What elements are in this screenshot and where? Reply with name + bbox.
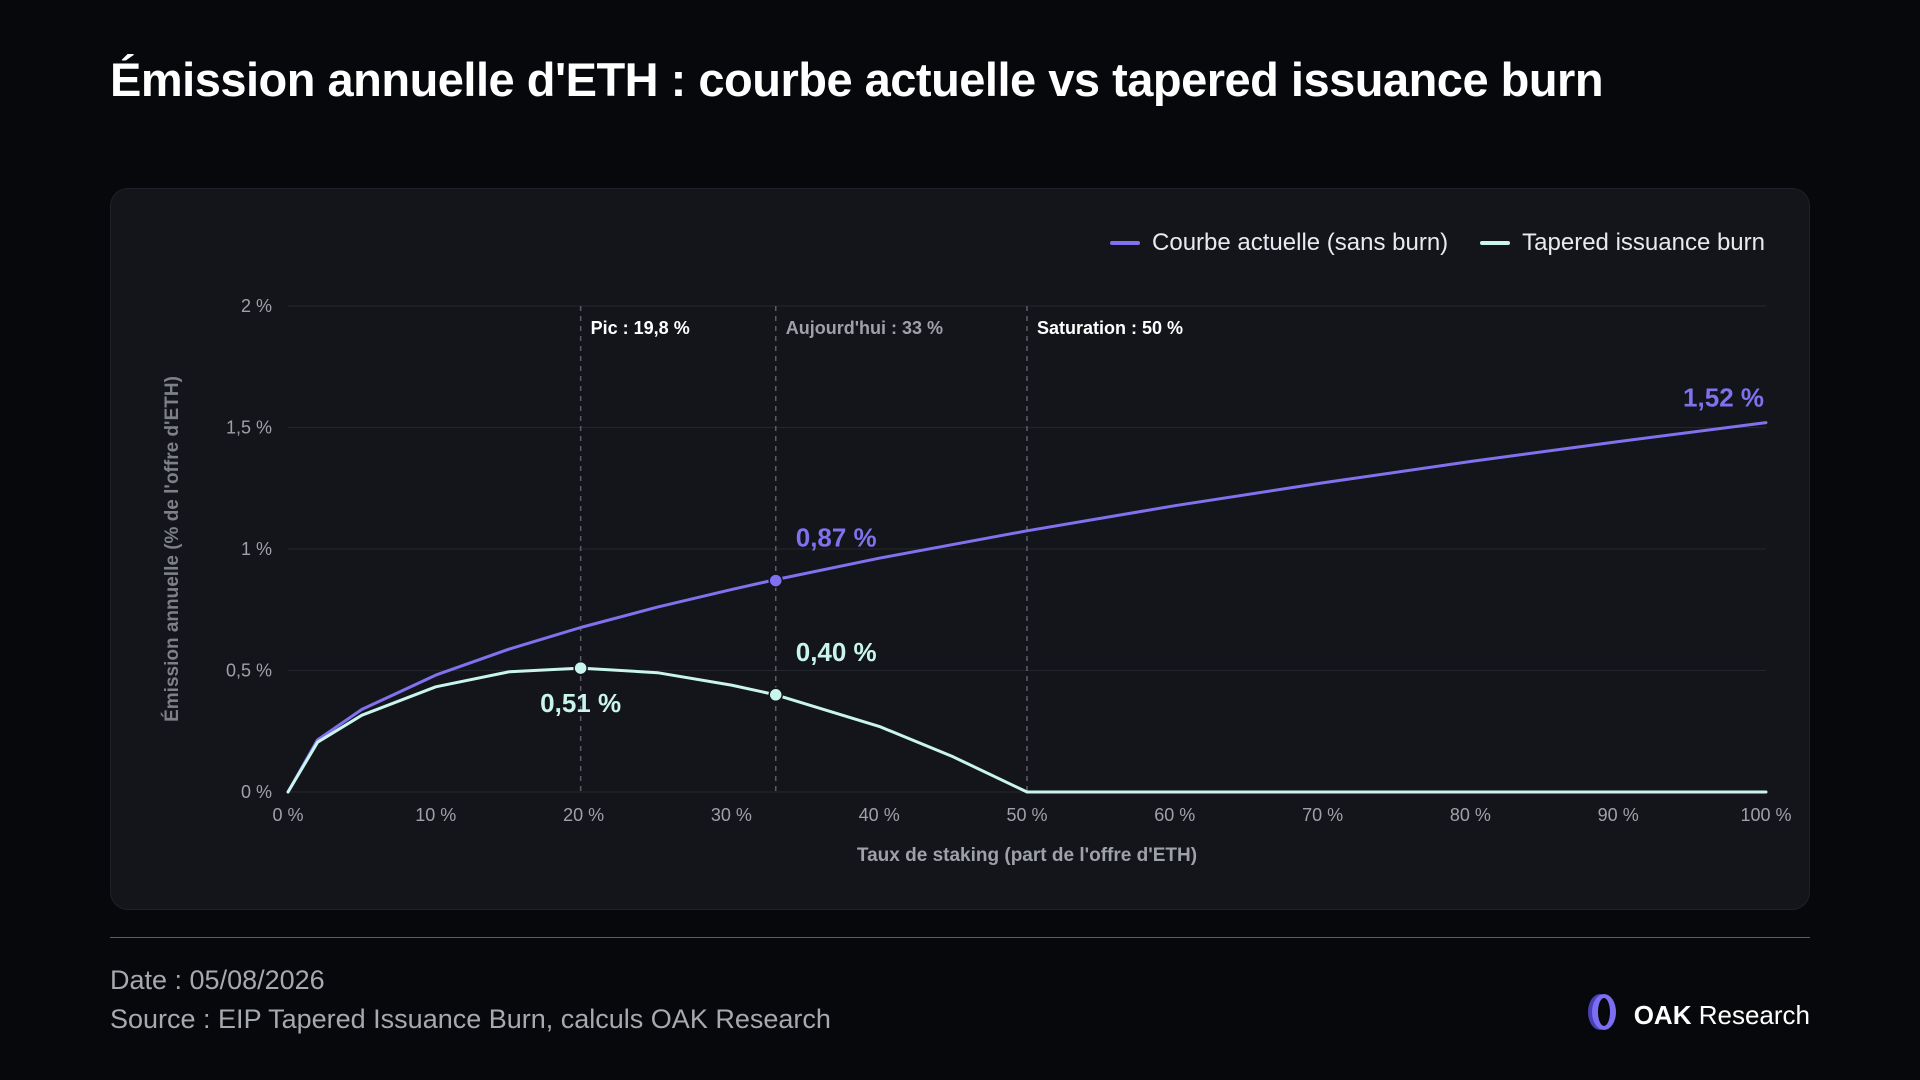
- x-tick-label: 0 %: [272, 805, 303, 825]
- x-tick-label: 20 %: [563, 805, 604, 825]
- x-tick-label: 100 %: [1740, 805, 1791, 825]
- chart-panel: Courbe actuelle (sans burn) Tapered issu…: [110, 188, 1810, 910]
- x-tick-label: 80 %: [1450, 805, 1491, 825]
- legend-swatch-current: [1110, 241, 1141, 245]
- data-point: [573, 660, 588, 676]
- chart-legend: Courbe actuelle (sans burn) Tapered issu…: [1110, 229, 1765, 257]
- chart-plot: 0 % 0,5 % 1 % 1,5 % 2 % 0 % 10 % 20 % 30 % 40 % 50…: [161, 296, 1792, 866]
- reference-label: Pic : 19,8 %: [591, 318, 690, 338]
- legend-item-current[interactable]: Courbe actuelle (sans burn): [1110, 229, 1448, 257]
- data-label: 0,87 %: [796, 523, 877, 553]
- data-point: [768, 573, 783, 588]
- x-tick-label: 70 %: [1302, 805, 1343, 825]
- x-tick-label: 40 %: [859, 805, 900, 825]
- legend-item-tapered[interactable]: Tapered issuance burn: [1480, 229, 1765, 257]
- y-axis-title: Émission annuelle (% de l'offre d'ETH): [161, 376, 183, 722]
- footer-date: Date : 05/08/2026: [110, 965, 325, 995]
- y-tick-label: 1,5 %: [226, 418, 272, 438]
- y-tick-label: 2 %: [241, 296, 272, 316]
- x-tick-label: 60 %: [1154, 805, 1195, 825]
- data-label: 1,52 %: [1683, 383, 1764, 413]
- y-tick-label: 1 %: [241, 539, 272, 559]
- legend-label-tapered: Tapered issuance burn: [1522, 229, 1765, 256]
- data-point: [768, 687, 783, 703]
- y-tick-label: 0,5 %: [226, 661, 272, 681]
- y-tick-label: 0 %: [241, 782, 272, 802]
- legend-swatch-tapered: [1480, 241, 1511, 245]
- series-line-current: [286, 421, 1768, 794]
- x-tick-label: 10 %: [415, 805, 456, 825]
- footer-source: Source : EIP Tapered Issuance Burn, calc…: [110, 1004, 831, 1034]
- x-tick-label: 30 %: [711, 805, 752, 825]
- brand-name: OAK: [1633, 1000, 1692, 1030]
- page-title: Émission annuelle d'ETH : courbe actuell…: [110, 53, 1604, 106]
- x-axis-title: Taux de staking (part de l'offre d'ETH): [857, 845, 1197, 866]
- brand-suffix: Research: [1698, 1000, 1810, 1030]
- footer-divider: [110, 937, 1810, 938]
- legend-label-current: Courbe actuelle (sans burn): [1152, 229, 1449, 256]
- x-tick-label: 50 %: [1006, 805, 1047, 825]
- data-label: 0,51 %: [540, 688, 621, 718]
- data-label: 0,40 %: [796, 637, 877, 667]
- brand: OAK Research: [1584, 992, 1810, 1039]
- x-tick-label: 90 %: [1598, 805, 1639, 825]
- reference-label: Aujourd'hui : 33 %: [786, 318, 943, 338]
- reference-label: Saturation : 50 %: [1037, 318, 1183, 338]
- oak-logo-icon: [1584, 992, 1620, 1039]
